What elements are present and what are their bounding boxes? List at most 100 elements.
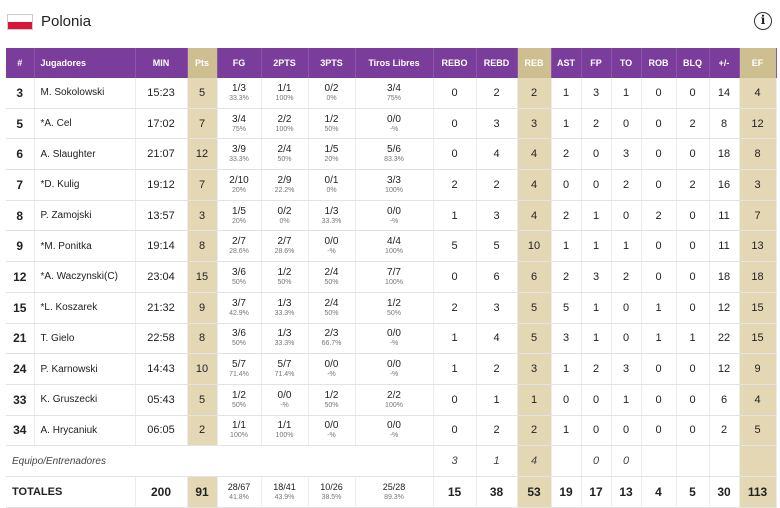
player-3pts: 2/4 50% xyxy=(308,261,356,293)
col-2pts[interactable]: 2PTS xyxy=(261,48,309,78)
player-to: 0 xyxy=(611,323,642,355)
col-to[interactable]: TO xyxy=(611,48,642,78)
col-reb[interactable]: REB xyxy=(517,48,552,78)
player-name[interactable]: P. Karnowski xyxy=(34,353,136,385)
player-name[interactable]: *A. Waczynski(C) xyxy=(34,261,136,293)
player-to: 3 xyxy=(611,353,642,385)
col-ef[interactable]: EF xyxy=(739,48,777,78)
player-name[interactable]: A. Hrycaniuk xyxy=(34,415,136,447)
player-number: 3 xyxy=(6,78,35,109)
totals-rebo: 15 xyxy=(433,476,477,508)
player-rebd: 1 xyxy=(476,384,518,416)
player-ef: 8 xyxy=(739,138,777,171)
player-reb: 2 xyxy=(517,415,552,447)
player-3pts-value: 0/0 xyxy=(324,236,339,248)
player-fg-pct: 20% xyxy=(231,186,246,194)
player-fg: 3/6 50% xyxy=(217,261,262,293)
player-fp: 2 xyxy=(581,353,612,385)
player-fg: 1/5 20% xyxy=(217,200,262,232)
table-row: 15 *L. Koszarek 21:32 9 3/7 42.9% 1/3 33.3% 2/4 5… xyxy=(6,292,777,324)
info-icon[interactable]: i xyxy=(754,12,772,30)
player-ast: 1 xyxy=(551,415,582,447)
player-name[interactable]: A. Slaughter xyxy=(34,138,136,171)
col-number[interactable]: # xyxy=(6,48,35,78)
player-reb: 6 xyxy=(517,261,552,293)
player-name[interactable]: P. Zamojski xyxy=(34,200,136,232)
player-2pts-value: 2/9 xyxy=(277,174,292,186)
col-plus-minus[interactable]: +/- xyxy=(709,48,740,78)
col-fg[interactable]: FG xyxy=(217,48,262,78)
player-rebd: 2 xyxy=(476,169,518,201)
player-2pts-pct: 50% xyxy=(277,156,292,164)
player-rob: 1 xyxy=(641,292,677,324)
player-3pts-pct: -% xyxy=(327,371,336,379)
team-coaches-row: Equipo/Entrenadores 3 1 4 0 0 xyxy=(6,445,777,477)
player-fg-pct: 33.3% xyxy=(229,94,249,102)
player-ef: 5 xyxy=(739,415,777,447)
col-fp[interactable]: FP xyxy=(581,48,612,78)
col-pts[interactable]: Pts xyxy=(187,48,218,78)
player-reb: 4 xyxy=(517,138,552,171)
player-3pts-pct: 20% xyxy=(324,156,339,164)
player-name[interactable]: *L. Koszarek xyxy=(34,292,136,324)
totals-ft: 25/28 89.3% xyxy=(355,476,434,508)
col-free-throws[interactable]: Tiros Libres xyxy=(355,48,434,78)
player-name[interactable]: K. Gruszecki xyxy=(34,384,136,416)
col-3pts[interactable]: 3PTS xyxy=(308,48,356,78)
player-2pts: 0/2 0% xyxy=(261,200,309,232)
player-3pts: 1/5 20% xyxy=(308,138,356,171)
player-rob: 0 xyxy=(641,415,677,447)
player-3pts-pct: 66.7% xyxy=(321,340,342,348)
player-ft-value: 1/2 xyxy=(387,297,401,309)
player-reb: 4 xyxy=(517,200,552,232)
player-name[interactable]: *M. Ponitka xyxy=(34,230,136,263)
player-rebd: 4 xyxy=(476,323,518,355)
player-fp: 1 xyxy=(581,292,612,324)
player-2pts: 1/1 100% xyxy=(261,78,309,109)
player-2pts-value: 0/0 xyxy=(277,389,292,401)
player-number: 15 xyxy=(6,292,35,324)
player-name[interactable]: M. Sokolowski xyxy=(34,78,136,109)
col-ast[interactable]: AST xyxy=(551,48,582,78)
player-rebo: 2 xyxy=(433,169,477,201)
col-rob[interactable]: ROB xyxy=(641,48,677,78)
totals-ft-pct: 89.3% xyxy=(384,493,404,501)
player-reb: 5 xyxy=(517,292,552,324)
player-rebd: 3 xyxy=(476,200,518,232)
player-rebo: 1 xyxy=(433,200,477,232)
player-2pts: 5/7 71.4% xyxy=(261,353,309,385)
player-2pts-pct: 100% xyxy=(275,125,294,133)
player-number: 5 xyxy=(6,108,35,140)
player-pts: 10 xyxy=(187,353,218,385)
player-2pts-pct: 100% xyxy=(275,94,294,102)
col-rebo[interactable]: REBO xyxy=(433,48,477,78)
player-plus-minus: 2 xyxy=(709,415,740,447)
table-row: 12 *A. Waczynski(C) 23:04 15 3/6 50% 1/2 50% 2/4… xyxy=(6,261,777,293)
player-reb: 4 xyxy=(517,169,552,201)
team-blq xyxy=(676,445,710,477)
col-players[interactable]: Jugadores xyxy=(34,48,136,78)
player-ft-pct: 100% xyxy=(385,401,403,409)
player-ft-value: 3/4 xyxy=(387,82,401,94)
player-name[interactable]: T. Gielo xyxy=(34,323,136,355)
player-name[interactable]: *D. Kulig xyxy=(34,169,136,201)
player-rebd: 2 xyxy=(476,353,518,385)
totals-ef: 113 xyxy=(739,476,777,508)
player-ef: 7 xyxy=(739,200,777,232)
player-3pts-value: 1/2 xyxy=(324,113,339,125)
player-3pts-pct: 50% xyxy=(324,125,339,133)
player-number: 8 xyxy=(6,200,35,232)
player-ft-pct: 100% xyxy=(385,248,403,256)
totals-fp: 17 xyxy=(581,476,612,508)
player-blq: 0 xyxy=(676,384,710,416)
player-ast: 2 xyxy=(551,200,582,232)
player-name[interactable]: *A. Cel xyxy=(34,108,136,140)
player-blq: 2 xyxy=(676,108,710,140)
player-ast: 2 xyxy=(551,261,582,293)
col-rebd[interactable]: REBD xyxy=(476,48,518,78)
col-min[interactable]: MIN xyxy=(135,48,188,78)
player-ef: 13 xyxy=(739,230,777,263)
player-rebd: 3 xyxy=(476,108,518,140)
player-3pts-value: 2/4 xyxy=(324,297,339,309)
col-blq[interactable]: BLQ xyxy=(676,48,710,78)
